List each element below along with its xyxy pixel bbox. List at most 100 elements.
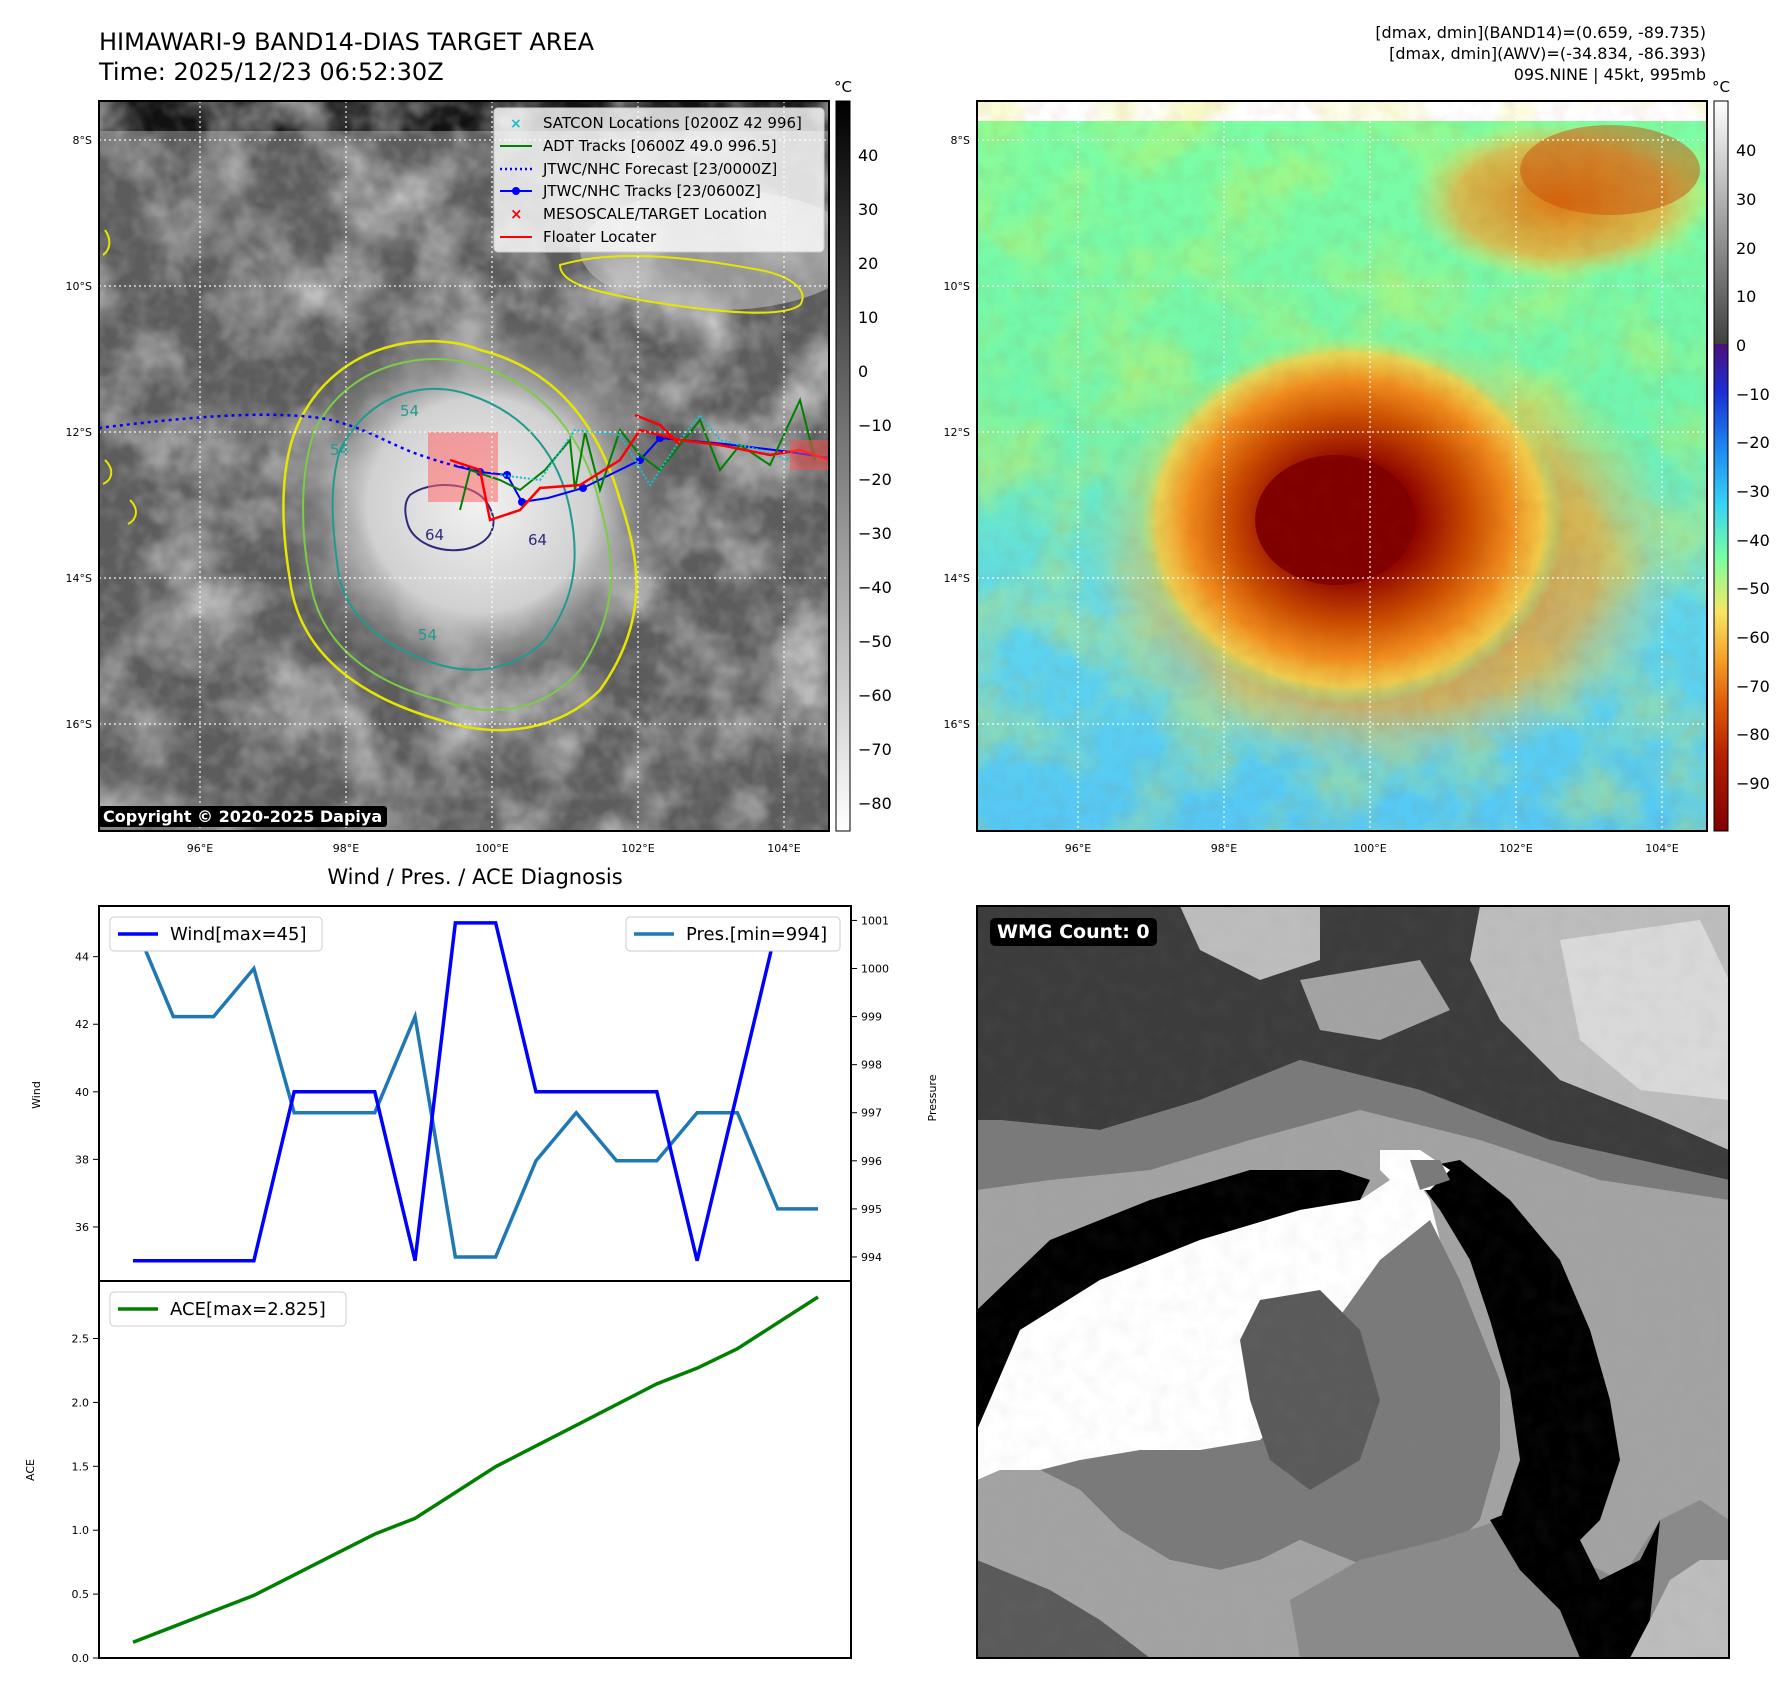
svg-text:12°S: 12°S xyxy=(944,426,970,439)
svg-text:98°E: 98°E xyxy=(1211,842,1237,855)
ir-map-lat-labels: 8°S 10°S 12°S 14°S 16°S xyxy=(66,134,92,731)
wind-tick-label: 38 xyxy=(75,1153,89,1166)
contour-label: 54 xyxy=(400,402,419,420)
svg-text:100°E: 100°E xyxy=(1353,842,1386,855)
svg-text:104°E: 104°E xyxy=(767,842,800,855)
svg-text:40: 40 xyxy=(858,146,878,165)
wmg-count-label: WMG Count: 0 xyxy=(990,918,1157,946)
awv-map-gridlines xyxy=(977,101,1707,831)
svg-text:100°E: 100°E xyxy=(475,842,508,855)
awv-map-panel xyxy=(977,101,1707,831)
pressure-tick-label: 1000 xyxy=(861,963,889,976)
svg-text:104°E: 104°E xyxy=(1645,842,1678,855)
svg-text:20: 20 xyxy=(1736,239,1756,258)
ace-chart: 0.0 0.5 1.0 1.5 2.0 2.5 ACE ACE[max=2.825] xyxy=(24,1280,852,1665)
diagnosis-title: Wind / Pres. / ACE Diagnosis xyxy=(327,865,622,889)
svg-text:ACE[max=2.825]: ACE[max=2.825] xyxy=(170,1299,326,1320)
svg-text:20: 20 xyxy=(858,254,878,273)
colorbar-awv-unit: °C xyxy=(1712,78,1730,96)
pressure-axis-label: Pressure xyxy=(926,1074,939,1121)
pressure-series-line xyxy=(131,919,818,1259)
svg-text:30: 30 xyxy=(1736,190,1756,209)
pressure-tick-label: 1001 xyxy=(861,914,889,927)
ace-series-line xyxy=(132,1295,819,1644)
svg-text:−40: −40 xyxy=(858,578,892,597)
ace-tick-label: 1.5 xyxy=(72,1460,90,1473)
wind-tick-label: 42 xyxy=(75,1018,89,1031)
svg-text:−20: −20 xyxy=(858,470,892,489)
svg-text:−30: −30 xyxy=(1736,482,1770,501)
wmg-panel xyxy=(977,906,1729,1658)
svg-text:JTWC/NHC Tracks [23/0600Z]: JTWC/NHC Tracks [23/0600Z] xyxy=(542,182,761,200)
ir-map-lon-labels: 96°E 98°E 100°E 102°E 104°E xyxy=(187,842,801,855)
svg-text:×: × xyxy=(510,116,522,132)
svg-text:−50: −50 xyxy=(1736,579,1770,598)
svg-text:102°E: 102°E xyxy=(621,842,654,855)
svg-text:10: 10 xyxy=(1736,287,1756,306)
ace-legend: ACE[max=2.825] xyxy=(109,1291,347,1327)
pressure-legend: Pres.[min=994] xyxy=(625,916,841,952)
floater-locater xyxy=(449,428,829,522)
copyright-label: Copyright © 2020-2025 Dapiya xyxy=(98,806,388,827)
info-awv: [dmax, dmin](AWV)=(-34.834, -86.393) xyxy=(1389,44,1706,63)
contour-outer xyxy=(282,340,638,732)
legend-item-jtwc-tracks: JTWC/NHC Tracks [23/0600Z] xyxy=(500,182,761,200)
pressure-tick-label: 996 xyxy=(861,1155,882,1168)
wind-tick-label: 44 xyxy=(75,951,89,964)
svg-text:16°S: 16°S xyxy=(66,718,92,731)
legend-item-jtwc-forecast: JTWC/NHC Forecast [23/0000Z] xyxy=(500,160,777,178)
ace-tick-label: 2.5 xyxy=(72,1333,90,1346)
awv-map-lat-labels: 8°S 10°S 12°S 14°S 16°S xyxy=(944,134,970,731)
svg-text:0: 0 xyxy=(1736,336,1746,355)
svg-text:−50: −50 xyxy=(858,632,892,651)
svg-text:−90: −90 xyxy=(1736,774,1770,793)
awv-map-lon-labels: 96°E 98°E 100°E 102°E 104°E xyxy=(1065,842,1679,855)
ace-tick-label: 0.5 xyxy=(72,1588,90,1601)
info-storm: 09S.NINE | 45kt, 995mb xyxy=(1514,65,1706,84)
ace-tick-label: 0.0 xyxy=(72,1652,90,1665)
svg-text:30: 30 xyxy=(858,200,878,219)
svg-text:Pres.[min=994]: Pres.[min=994] xyxy=(686,924,827,945)
svg-text:96°E: 96°E xyxy=(1065,842,1091,855)
contour-mid xyxy=(302,357,613,711)
colorbar-gray: °C 40 30 20 10 0 −10 −20 −30 −40 −50 −60… xyxy=(834,78,892,832)
legend-item-adt: ADT Tracks [0600Z 49.0 996.5] xyxy=(500,137,777,155)
svg-text:−10: −10 xyxy=(858,416,892,435)
svg-text:96°E: 96°E xyxy=(187,842,213,855)
ir-map-gridlines xyxy=(99,101,829,831)
svg-text:×: × xyxy=(510,205,523,223)
svg-text:−40: −40 xyxy=(1736,531,1770,550)
wind-pressure-chart: 36 38 40 42 44 994 995 996 997 998 999 1000 1001 Wi… xyxy=(30,905,939,1282)
svg-text:ADT Tracks [0600Z 49.0 996.5]: ADT Tracks [0600Z 49.0 996.5] xyxy=(543,137,777,155)
legend-item-satcon: × SATCON Locations [0200Z 42 996] xyxy=(510,114,802,132)
figure-title: HIMAWARI-9 BAND14-DIAS TARGET AREA xyxy=(99,28,595,56)
ace-axis-label: ACE xyxy=(24,1459,37,1481)
contour-label: 64 xyxy=(528,531,547,549)
wind-tick-label: 40 xyxy=(75,1086,89,1099)
svg-text:14°S: 14°S xyxy=(66,572,92,585)
pressure-tick-label: 995 xyxy=(861,1203,882,1216)
svg-text:Floater Locater: Floater Locater xyxy=(543,228,657,246)
adt-track xyxy=(459,397,816,511)
info-band14: [dmax, dmin](BAND14)=(0.659, -89.735) xyxy=(1375,23,1706,42)
svg-text:SATCON Locations [0200Z 42 996: SATCON Locations [0200Z 42 996] xyxy=(543,114,802,132)
svg-text:14°S: 14°S xyxy=(944,572,970,585)
svg-text:0: 0 xyxy=(858,362,868,381)
colorbar-gray-unit: °C xyxy=(834,78,852,96)
ir-map-legend: × SATCON Locations [0200Z 42 996] ADT Tr… xyxy=(493,107,825,253)
figure-time: Time: 2025/12/23 06:52:30Z xyxy=(98,58,444,86)
pressure-tick-label: 997 xyxy=(861,1107,882,1120)
pressure-tick-label: 999 xyxy=(861,1011,882,1024)
wind-tick-label: 36 xyxy=(75,1221,89,1234)
svg-text:40: 40 xyxy=(1736,141,1756,160)
svg-text:−70: −70 xyxy=(1736,677,1770,696)
svg-text:−80: −80 xyxy=(858,794,892,813)
wind-legend: Wind[max=45] xyxy=(109,916,323,952)
svg-text:−60: −60 xyxy=(858,686,892,705)
svg-text:JTWC/NHC Forecast [23/0000Z]: JTWC/NHC Forecast [23/0000Z] xyxy=(542,160,777,178)
svg-text:8°S: 8°S xyxy=(951,134,970,147)
wind-series-line xyxy=(133,921,818,1263)
svg-text:10°S: 10°S xyxy=(944,280,970,293)
contour-label: 64 xyxy=(425,526,444,544)
svg-text:10: 10 xyxy=(858,308,878,327)
